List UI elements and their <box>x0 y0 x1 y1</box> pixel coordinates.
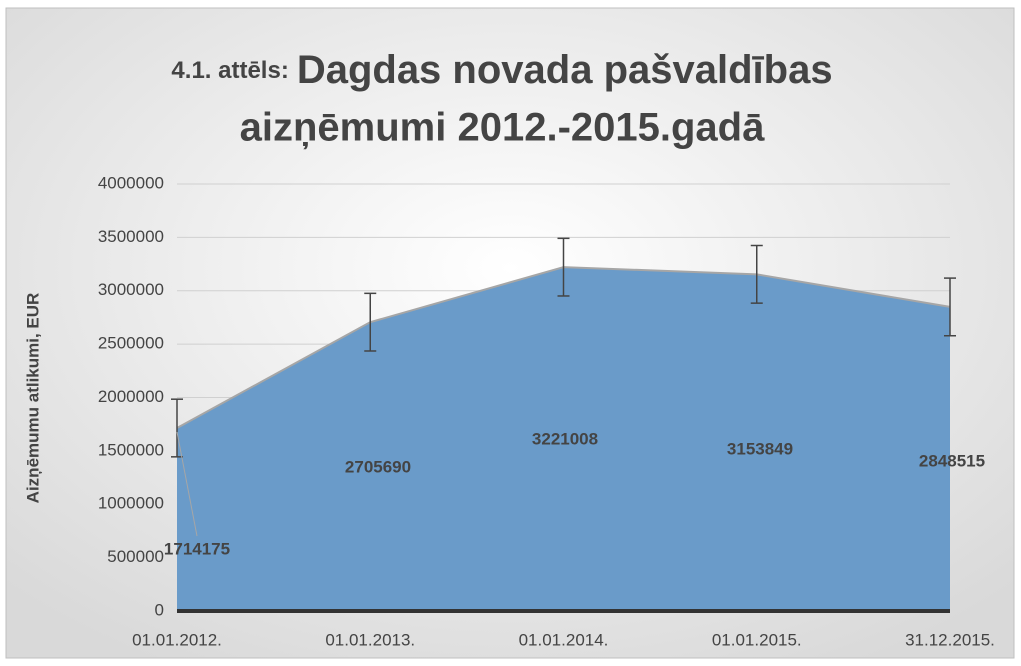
y-tick-label: 0 <box>155 600 164 619</box>
chart-title: aizņēmumi 2012.-2015.gadā <box>240 106 765 150</box>
y-tick-label: 3000000 <box>98 280 164 299</box>
data-label: 2848515 <box>919 451 985 470</box>
x-tick-label: 01.01.2014. <box>519 630 609 649</box>
title-line: Dagdas novada pašvaldības <box>297 48 833 92</box>
y-tick-label: 2000000 <box>98 387 164 406</box>
data-label: 3153849 <box>727 439 793 458</box>
y-tick-label: 2500000 <box>98 334 164 353</box>
area <box>177 267 950 611</box>
data-label: 1714175 <box>164 539 230 558</box>
y-tick-label: 1000000 <box>98 494 164 513</box>
x-tick-label: 31.12.2015. <box>905 630 995 649</box>
title-prefix: 4.1. attēls: <box>171 57 288 84</box>
y-tick-label: 3500000 <box>98 227 164 246</box>
x-tick-label: 01.01.2012. <box>132 630 222 649</box>
x-tick-label: 01.01.2013. <box>325 630 415 649</box>
y-axis-label: Aizņēmumu atlikumi, EUR <box>23 293 42 504</box>
data-label: 2705690 <box>345 457 411 476</box>
y-tick-label: 1500000 <box>98 440 164 459</box>
x-tick-label: 01.01.2015. <box>712 630 802 649</box>
data-label: 3221008 <box>532 429 598 448</box>
y-tick-label: 500000 <box>107 547 164 566</box>
y-tick-label: 4000000 <box>98 173 164 192</box>
chart-title: 4.1. attēls: Dagdas novada pašvaldības <box>171 48 832 92</box>
leader-line <box>176 431 198 537</box>
